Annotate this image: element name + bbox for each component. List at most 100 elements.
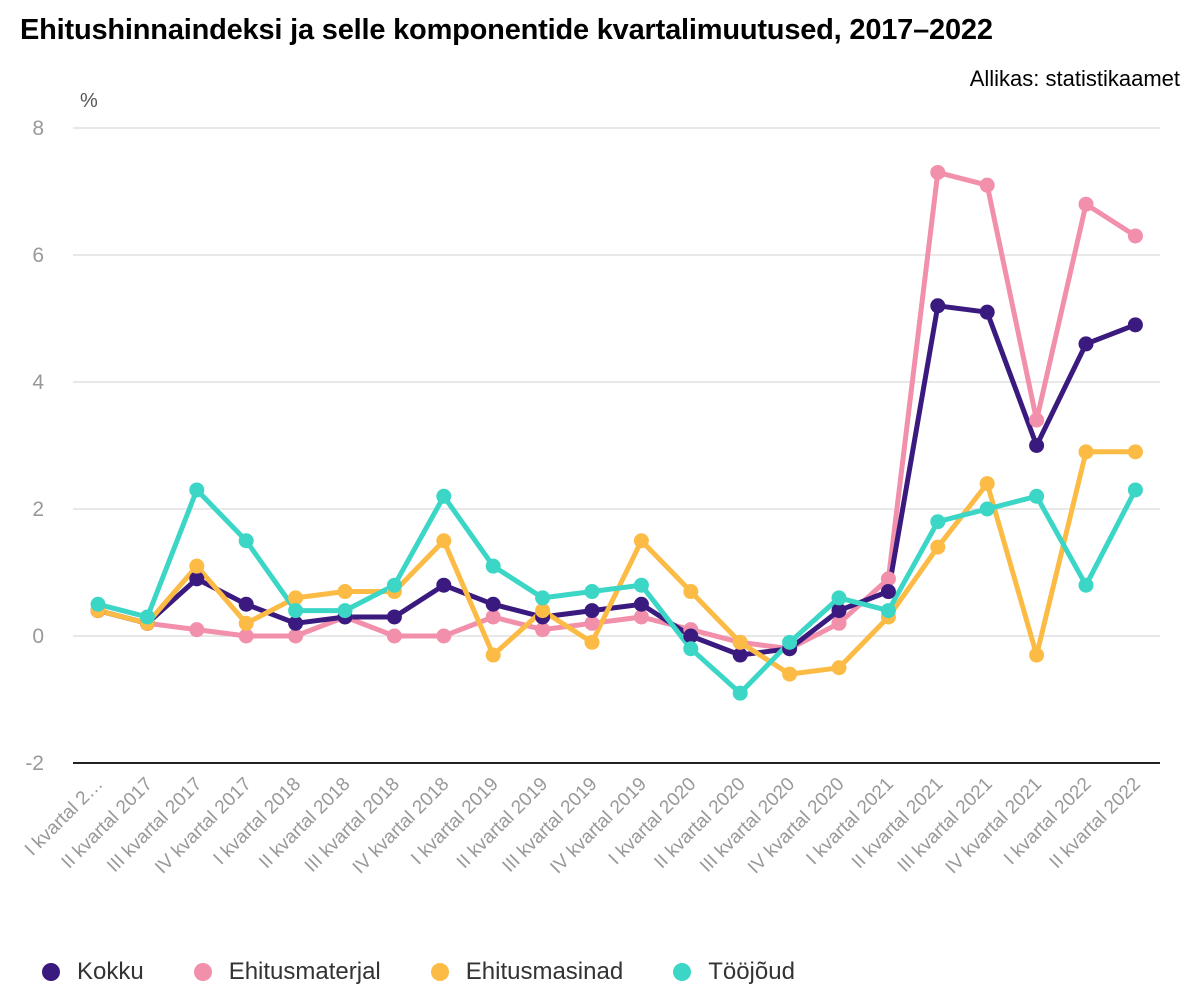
data-point-t-j-ud — [1078, 577, 1094, 593]
data-point-t-j-ud — [979, 501, 995, 517]
data-point-ehitusmaterjal — [1127, 228, 1143, 244]
data-point-ehitusmaterjal — [535, 622, 551, 638]
data-point-ehitusmasinad — [535, 603, 551, 619]
data-point-t-j-ud — [831, 590, 847, 606]
legend-label: Kokku — [77, 958, 144, 985]
series-line-ehitusmasinad — [95, 449, 1138, 677]
data-point-ehitusmaterjal — [238, 628, 254, 644]
data-point-t-j-ud — [139, 609, 155, 625]
data-point-kokku — [732, 647, 748, 663]
data-point-t-j-ud — [436, 488, 452, 504]
series-line-ehitusmaterjal — [95, 169, 1138, 652]
y-tick-label: -2 — [25, 752, 44, 775]
data-point-t-j-ud — [930, 514, 946, 530]
data-point-ehitusmaterjal — [386, 628, 402, 644]
legend: Kokku Ehitusmaterjal Ehitusmasinad Tööjõ… — [42, 958, 845, 986]
data-point-kokku — [683, 628, 699, 644]
data-point-t-j-ud — [288, 603, 304, 619]
legend-item-ehitusmasinad[interactable]: Ehitusmasinad — [430, 958, 624, 986]
data-point-ehitusmasinad — [831, 660, 847, 676]
data-point-ehitusmasinad — [683, 584, 699, 600]
data-point-kokku — [436, 577, 452, 593]
data-point-ehitusmaterjal — [633, 609, 649, 625]
data-point-ehitusmaterjal — [831, 615, 847, 631]
data-point-ehitusmasinad — [189, 558, 205, 574]
series-line-t-j-ud — [95, 487, 1138, 696]
y-axis-ticks: -2 0 2 4 6 8 — [25, 117, 44, 775]
series-line-kokku — [95, 303, 1138, 658]
data-point-t-j-ud — [337, 603, 353, 619]
y-tick-label: 2 — [32, 498, 44, 521]
y-tick-label: 4 — [32, 371, 44, 394]
data-point-ehitusmaterjal — [880, 571, 896, 587]
data-point-t-j-ud — [485, 558, 501, 574]
data-point-ehitusmasinad — [238, 615, 254, 631]
legend-label: Tööjõud — [708, 958, 795, 985]
legend-item-ehitusmaterjal[interactable]: Ehitusmaterjal — [193, 958, 381, 986]
data-point-t-j-ud — [732, 685, 748, 701]
data-point-ehitusmasinad — [485, 647, 501, 663]
legend-item-kokku[interactable]: Kokku — [42, 958, 144, 986]
data-point-t-j-ud — [880, 603, 896, 619]
data-point-ehitusmaterjal — [1029, 412, 1045, 428]
data-point-ehitusmaterjal — [584, 615, 600, 631]
source-note: Allikas: statistikaamet — [969, 66, 1180, 91]
data-point-ehitusmasinad — [930, 539, 946, 555]
legend-marker — [42, 963, 60, 981]
data-point-ehitusmasinad — [436, 533, 452, 549]
data-point-kokku — [1127, 317, 1143, 333]
data-point-ehitusmasinad — [1127, 444, 1143, 460]
data-point-t-j-ud — [535, 590, 551, 606]
y-axis-unit: % — [80, 90, 98, 112]
data-point-kokku — [831, 603, 847, 619]
data-point-t-j-ud — [683, 641, 699, 657]
chart-title: Ehitushinnaindeksi ja selle komponentide… — [20, 14, 993, 46]
data-point-t-j-ud — [1029, 488, 1045, 504]
legend-marker — [673, 963, 692, 981]
series-points — [90, 164, 1143, 701]
data-point-t-j-ud — [386, 577, 402, 593]
data-point-ehitusmasinad — [288, 590, 304, 606]
data-point-kokku — [288, 615, 304, 631]
data-point-kokku — [633, 596, 649, 612]
series-lines — [95, 169, 1138, 696]
data-point-ehitusmaterjal — [1078, 196, 1094, 212]
data-point-kokku — [189, 571, 205, 587]
data-point-ehitusmaterjal — [979, 177, 995, 193]
data-point-kokku — [485, 596, 501, 612]
y-tick-label: 8 — [32, 117, 44, 140]
data-point-ehitusmasinad — [1078, 444, 1094, 460]
data-point-ehitusmaterjal — [485, 609, 501, 625]
legend-item-toojoud[interactable]: Tööjõud — [673, 958, 795, 986]
data-point-t-j-ud — [1127, 482, 1143, 498]
data-point-ehitusmaterjal — [189, 622, 205, 638]
data-point-kokku — [1078, 336, 1094, 352]
data-point-kokku — [930, 298, 946, 314]
data-point-t-j-ud — [633, 577, 649, 593]
legend-marker — [430, 963, 449, 981]
data-point-kokku — [584, 603, 600, 619]
data-point-kokku — [238, 596, 254, 612]
legend-marker — [193, 963, 212, 981]
data-point-kokku — [979, 304, 995, 320]
y-tick-label: 6 — [32, 244, 44, 267]
data-point-ehitusmasinad — [584, 634, 600, 650]
data-point-t-j-ud — [238, 533, 254, 549]
data-point-ehitusmaterjal — [436, 628, 452, 644]
legend-label: Ehitusmaterjal — [228, 958, 381, 985]
data-point-t-j-ud — [90, 596, 106, 612]
y-tick-label: 0 — [32, 625, 44, 648]
data-point-ehitusmaterjal — [288, 628, 304, 644]
data-point-ehitusmasinad — [782, 666, 798, 682]
data-point-kokku — [1029, 438, 1045, 453]
data-point-kokku — [880, 584, 896, 600]
data-point-t-j-ud — [189, 482, 205, 498]
data-point-ehitusmasinad — [337, 584, 353, 600]
legend-label: Ehitusmasinad — [465, 958, 624, 985]
data-point-t-j-ud — [584, 584, 600, 600]
data-point-t-j-ud — [782, 634, 798, 650]
data-point-ehitusmaterjal — [930, 164, 946, 180]
data-point-kokku — [386, 609, 402, 625]
